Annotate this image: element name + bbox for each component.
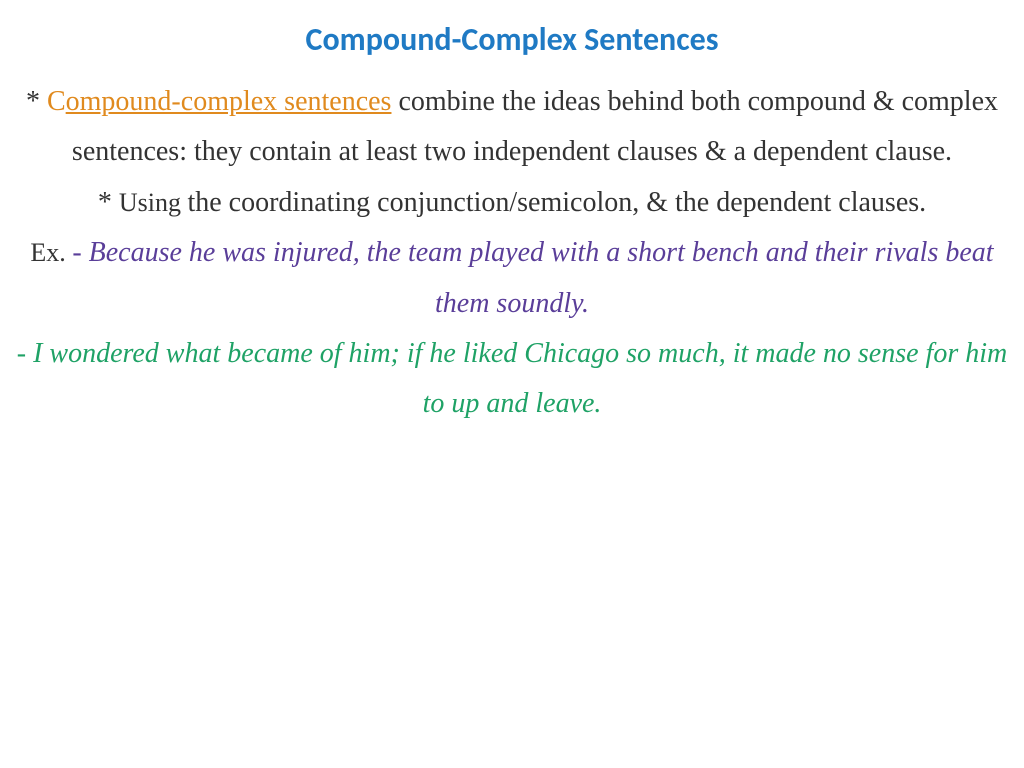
dash: - xyxy=(17,338,33,369)
example-label: Ex. xyxy=(30,238,72,267)
body-paragraph-1: * Compound-complex sentences combine the… xyxy=(6,77,1018,178)
example-1-text: Because he was injured, the team played … xyxy=(89,237,994,318)
example-1: Ex. - Because he was injured, the team p… xyxy=(6,228,1018,329)
example-2-text: I wondered what became of him; if he lik… xyxy=(33,338,1007,419)
bullet-star: * xyxy=(26,86,47,117)
slide-title: Compound-Complex Sentences xyxy=(6,20,1018,59)
slide-content: Compound-Complex Sentences * Compound-co… xyxy=(0,0,1024,430)
example-2: - I wondered what became of him; if he l… xyxy=(6,329,1018,430)
dash: - xyxy=(72,237,88,268)
bullet-star: * xyxy=(98,187,119,218)
body-paragraph-2: * Using the coordinating conjunction/sem… xyxy=(6,178,1018,228)
term-underlined: ompound-complex sentences xyxy=(66,86,392,117)
using-word: Using xyxy=(119,188,188,217)
para2-text: the coordinating conjunction/semicolon, … xyxy=(187,187,926,218)
term-first-letter: C xyxy=(47,86,66,117)
